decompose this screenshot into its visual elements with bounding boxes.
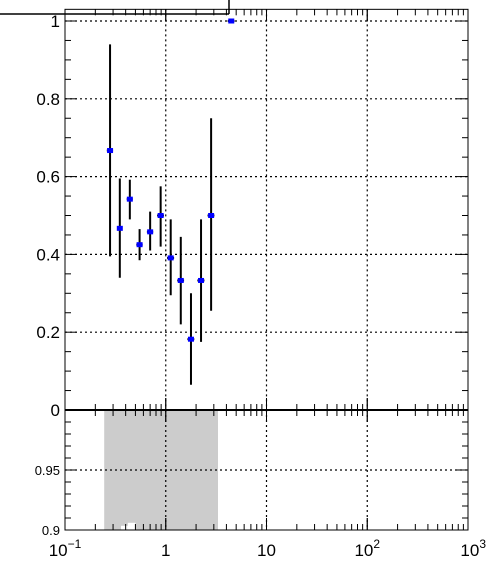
x-tick-label: 103 bbox=[460, 537, 486, 560]
x-tick-label: 10 bbox=[257, 541, 276, 560]
data-point bbox=[136, 242, 143, 248]
y-tick-label: 0.9 bbox=[42, 523, 60, 538]
y-tick-label: 0.95 bbox=[35, 463, 60, 478]
data-point bbox=[107, 148, 114, 154]
bottom-plot-panel: 0.9 0.95 10−1 1 10 102 103 bbox=[35, 409, 487, 560]
y-tick-label: 0.8 bbox=[36, 90, 60, 109]
y-tick-label: 0.4 bbox=[36, 245, 60, 264]
data-point bbox=[208, 213, 215, 218]
x-tick-label: 10−1 bbox=[49, 537, 82, 560]
x-tick-label: 102 bbox=[354, 537, 380, 560]
bottom-grid bbox=[65, 410, 468, 530]
y-tick-label: 0.2 bbox=[36, 323, 60, 342]
data-point bbox=[147, 229, 154, 235]
y-tick-label: 0 bbox=[51, 401, 60, 420]
x-tick-label: 1 bbox=[161, 541, 170, 560]
band-step bbox=[121, 525, 128, 530]
data-points bbox=[107, 18, 235, 342]
data-point bbox=[228, 18, 235, 24]
data-point bbox=[126, 196, 133, 202]
data-point bbox=[167, 255, 174, 261]
x-tick-labels: 10−1 1 10 102 103 bbox=[49, 537, 487, 560]
data-point bbox=[198, 277, 205, 283]
title-box bbox=[0, 0, 230, 15]
top-grid bbox=[65, 9, 468, 410]
top-y-tick-labels: 0 0.2 0.4 0.6 0.8 1 bbox=[36, 12, 60, 420]
data-point bbox=[177, 277, 184, 283]
y-tick-label: 0.6 bbox=[36, 168, 60, 187]
data-point bbox=[116, 225, 123, 231]
top-axis-ticks bbox=[64, 9, 469, 411]
error-bars bbox=[106, 20, 235, 385]
y-tick-label: 1 bbox=[51, 12, 60, 31]
data-point bbox=[187, 336, 194, 342]
bottom-y-tick-labels: 0.9 0.95 bbox=[35, 463, 60, 538]
top-plot-panel: 0 0.2 0.4 0.6 0.8 1 bbox=[36, 8, 469, 420]
data-point bbox=[157, 213, 164, 218]
band-step bbox=[127, 522, 136, 530]
